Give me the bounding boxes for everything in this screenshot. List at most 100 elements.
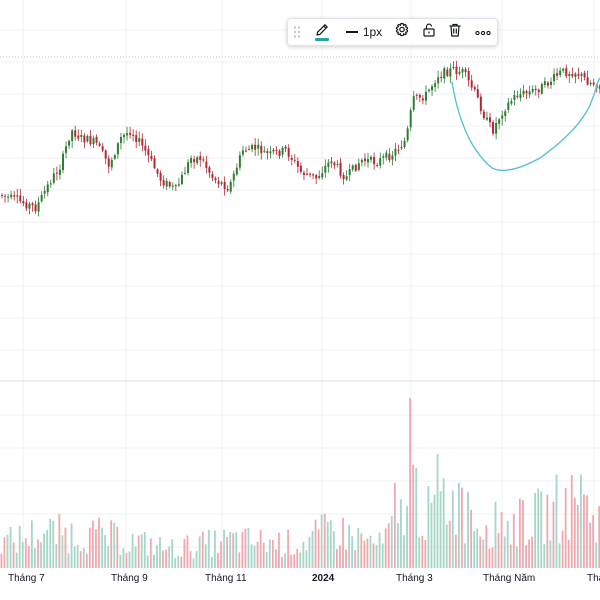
- candle-body: [522, 90, 525, 95]
- volume-bar: [287, 529, 289, 568]
- candle: [351, 164, 354, 172]
- candle: [184, 166, 186, 175]
- candle: [123, 133, 125, 144]
- candle-body: [165, 180, 168, 187]
- candle: [449, 63, 452, 84]
- candle-body: [180, 174, 183, 185]
- settings-button[interactable]: [389, 18, 416, 46]
- candle-body: [321, 173, 324, 178]
- candle-body: [559, 70, 562, 75]
- volume-bar: [308, 536, 311, 568]
- candle-body: [388, 153, 391, 161]
- candle-body: [281, 147, 284, 155]
- candle: [1, 193, 3, 199]
- candle-body: [260, 145, 263, 154]
- more-button[interactable]: [468, 18, 497, 46]
- volume-bar: [332, 531, 335, 568]
- candle: [565, 64, 568, 79]
- volume-bar: [436, 454, 439, 568]
- remove-button[interactable]: [442, 18, 469, 46]
- candle: [257, 138, 260, 156]
- candle: [46, 180, 49, 197]
- candle: [238, 151, 241, 171]
- candle: [174, 183, 177, 192]
- candle-body: [318, 175, 321, 179]
- candle: [193, 155, 196, 169]
- candle: [330, 156, 333, 168]
- volume-bar: [561, 530, 564, 568]
- volume-bar: [131, 533, 134, 568]
- volume-bar: [345, 549, 347, 568]
- candle-body: [431, 86, 434, 91]
- candle: [510, 98, 513, 106]
- candle-body: [202, 159, 205, 161]
- volume-bar: [451, 490, 454, 568]
- candle-body: [577, 74, 580, 76]
- candle-body: [266, 151, 269, 153]
- candle: [220, 180, 223, 186]
- candle: [391, 151, 394, 166]
- candle: [208, 165, 211, 179]
- candle-body: [467, 70, 470, 81]
- candle: [461, 67, 464, 79]
- candle: [159, 170, 162, 187]
- candle-body: [464, 69, 467, 73]
- candle: [315, 173, 318, 184]
- candle-body: [251, 144, 254, 150]
- candle-body: [492, 122, 495, 134]
- candle-body: [540, 84, 543, 94]
- volume-bar: [18, 525, 21, 568]
- candle-body: [440, 76, 443, 78]
- volume-bar: [329, 520, 332, 568]
- volume-bar: [217, 552, 219, 568]
- drag-handle-icon[interactable]: [288, 18, 305, 46]
- volume-bar: [555, 474, 558, 568]
- volume-bar: [515, 546, 518, 568]
- candle-body: [31, 203, 34, 206]
- drawing-toolbar[interactable]: 1px: [287, 18, 498, 46]
- volume-bar: [137, 535, 140, 568]
- candle: [589, 80, 592, 87]
- candle-body: [296, 161, 299, 167]
- candle-body: [498, 119, 501, 124]
- grid-lines: [0, 0, 600, 568]
- candle: [34, 200, 37, 214]
- candle: [71, 128, 74, 148]
- candle: [16, 188, 19, 204]
- volume-bar: [384, 528, 387, 568]
- candle: [562, 67, 565, 74]
- color-picker-button[interactable]: [305, 18, 339, 46]
- candle-body: [382, 156, 385, 158]
- brush-drawing[interactable]: [451, 77, 600, 171]
- candle: [354, 163, 357, 172]
- candle: [376, 162, 379, 168]
- candle-body: [52, 173, 55, 183]
- candle-body: [205, 161, 208, 168]
- candle-body: [7, 196, 10, 198]
- candle-body: [226, 188, 229, 191]
- candle: [571, 67, 574, 79]
- volume-bar: [183, 538, 186, 568]
- volume-bar: [534, 493, 537, 568]
- volume-bar: [397, 523, 399, 568]
- line-width-button[interactable]: 1px: [339, 18, 388, 46]
- volume-bar: [244, 528, 247, 568]
- candle-body: [580, 73, 583, 76]
- volume-bar: [31, 520, 33, 568]
- candle-body: [144, 145, 147, 151]
- candle: [476, 84, 479, 99]
- candle-body: [379, 158, 382, 166]
- volume-bar: [177, 555, 180, 568]
- candle: [260, 141, 263, 160]
- candle: [119, 132, 122, 150]
- more-icon: [475, 23, 491, 41]
- volume-bar: [543, 544, 546, 568]
- volume-bar: [278, 532, 280, 568]
- lock-button[interactable]: [415, 18, 442, 46]
- candle-body: [229, 181, 232, 192]
- candle: [467, 67, 470, 87]
- volume-bar: [125, 553, 128, 568]
- candle: [223, 176, 226, 196]
- candle: [437, 70, 440, 89]
